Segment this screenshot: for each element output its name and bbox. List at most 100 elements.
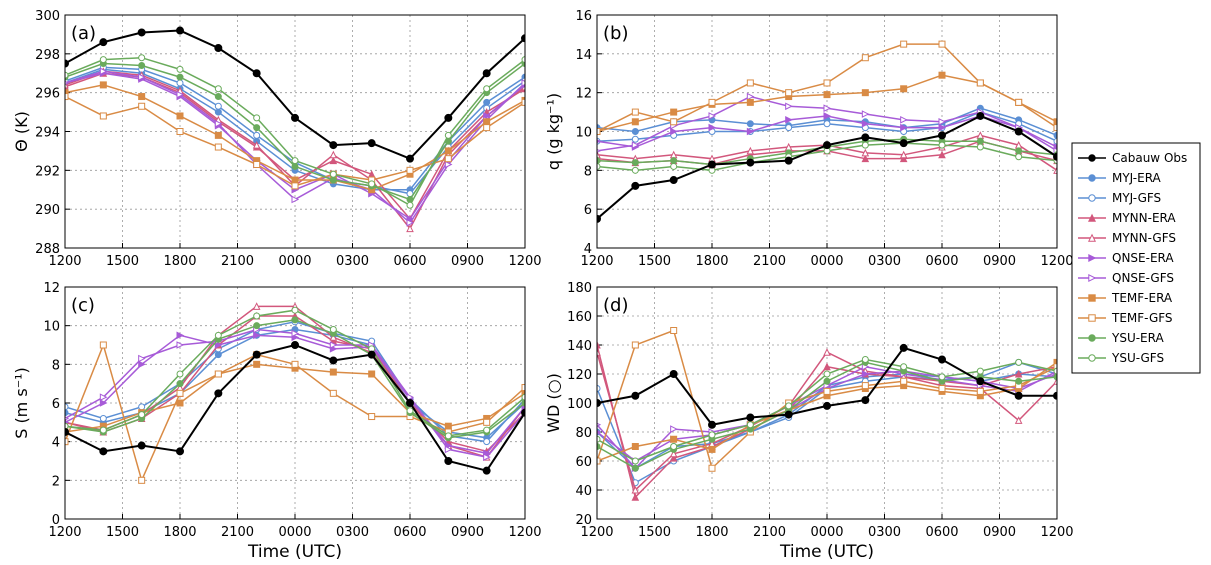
marker bbox=[938, 150, 946, 159]
marker bbox=[253, 114, 261, 122]
y-tick-label: 288 bbox=[35, 242, 60, 257]
marker bbox=[597, 435, 601, 443]
x-tick-label: 0900 bbox=[983, 525, 1016, 540]
marker bbox=[444, 131, 452, 139]
marker bbox=[482, 466, 491, 475]
marker bbox=[938, 141, 946, 149]
marker bbox=[823, 362, 831, 371]
legend-label: MYJ-GFS bbox=[1112, 191, 1161, 205]
x-tick-label: 1500 bbox=[106, 525, 139, 540]
y-tick-label: 60 bbox=[575, 455, 592, 470]
marker bbox=[253, 331, 261, 340]
marker bbox=[899, 343, 908, 352]
marker bbox=[291, 182, 299, 190]
marker bbox=[329, 326, 337, 334]
marker bbox=[597, 385, 601, 392]
marker bbox=[406, 201, 414, 209]
marker bbox=[521, 389, 525, 397]
marker bbox=[899, 150, 908, 159]
marker bbox=[597, 443, 601, 450]
panel-label: (b) bbox=[603, 23, 628, 44]
marker bbox=[65, 428, 69, 436]
marker bbox=[329, 156, 338, 165]
y-tick-label: 290 bbox=[35, 203, 60, 218]
marker bbox=[65, 409, 69, 417]
marker bbox=[176, 331, 185, 340]
marker bbox=[861, 141, 869, 149]
marker bbox=[597, 150, 601, 159]
legend-label: YSU-GFS bbox=[1111, 351, 1164, 365]
x-tick-label: 0000 bbox=[278, 525, 311, 540]
x-tick-label: 0600 bbox=[925, 525, 958, 540]
y-tick-label: 160 bbox=[567, 310, 592, 325]
marker bbox=[99, 426, 107, 434]
marker bbox=[65, 422, 69, 430]
x-tick-label: 1200 bbox=[1040, 525, 1073, 540]
marker bbox=[483, 426, 491, 434]
marker bbox=[597, 348, 601, 356]
marker bbox=[329, 150, 338, 159]
marker bbox=[597, 139, 602, 144]
marker bbox=[99, 414, 107, 422]
y-tick-label: 292 bbox=[35, 164, 60, 179]
marker bbox=[406, 393, 415, 402]
marker bbox=[1053, 131, 1057, 139]
legend-label: Cabauw Obs bbox=[1112, 151, 1187, 165]
marker bbox=[176, 90, 185, 99]
x-tick-label: 0300 bbox=[336, 254, 369, 269]
marker bbox=[861, 89, 869, 97]
marker bbox=[597, 457, 601, 465]
marker bbox=[483, 418, 491, 426]
marker bbox=[1053, 118, 1057, 126]
marker bbox=[444, 422, 452, 430]
marker bbox=[1015, 358, 1023, 366]
panel-label: (a) bbox=[71, 23, 96, 44]
marker bbox=[65, 80, 70, 86]
plot-area bbox=[597, 40, 1057, 223]
marker bbox=[976, 367, 984, 375]
marker bbox=[483, 118, 491, 126]
marker bbox=[823, 377, 831, 385]
marker bbox=[253, 360, 261, 368]
marker bbox=[823, 79, 831, 87]
marker bbox=[176, 26, 184, 35]
marker bbox=[99, 393, 108, 402]
marker bbox=[708, 123, 717, 132]
marker bbox=[444, 147, 452, 155]
marker bbox=[138, 354, 146, 363]
marker bbox=[521, 56, 525, 64]
marker bbox=[670, 162, 678, 170]
marker bbox=[176, 79, 184, 87]
marker bbox=[368, 413, 376, 421]
y-tick-label: 4 bbox=[52, 436, 60, 451]
marker bbox=[670, 157, 678, 165]
x-tick-label: 0000 bbox=[278, 254, 311, 269]
marker bbox=[670, 443, 678, 450]
marker bbox=[976, 143, 984, 151]
marker bbox=[1053, 367, 1057, 375]
marker bbox=[329, 389, 337, 397]
x-tick-label: 0000 bbox=[810, 254, 843, 269]
marker bbox=[1088, 154, 1096, 162]
marker bbox=[1053, 373, 1057, 381]
marker bbox=[253, 124, 261, 132]
x-tick-label: 1800 bbox=[163, 254, 196, 269]
marker bbox=[938, 71, 946, 79]
marker bbox=[138, 73, 146, 81]
legend-label: MYNN-GFS bbox=[1112, 231, 1176, 245]
marker bbox=[823, 401, 831, 410]
marker bbox=[746, 120, 754, 128]
marker bbox=[861, 133, 870, 142]
x-axis-label: Time (UTC) bbox=[247, 542, 342, 562]
marker bbox=[631, 181, 640, 190]
marker bbox=[444, 445, 453, 454]
marker bbox=[99, 341, 107, 349]
marker bbox=[214, 143, 222, 151]
marker bbox=[631, 341, 639, 349]
marker bbox=[1088, 334, 1096, 342]
marker bbox=[483, 438, 491, 446]
marker bbox=[291, 306, 299, 314]
marker bbox=[521, 393, 525, 401]
marker bbox=[406, 154, 414, 163]
marker bbox=[1053, 363, 1057, 371]
